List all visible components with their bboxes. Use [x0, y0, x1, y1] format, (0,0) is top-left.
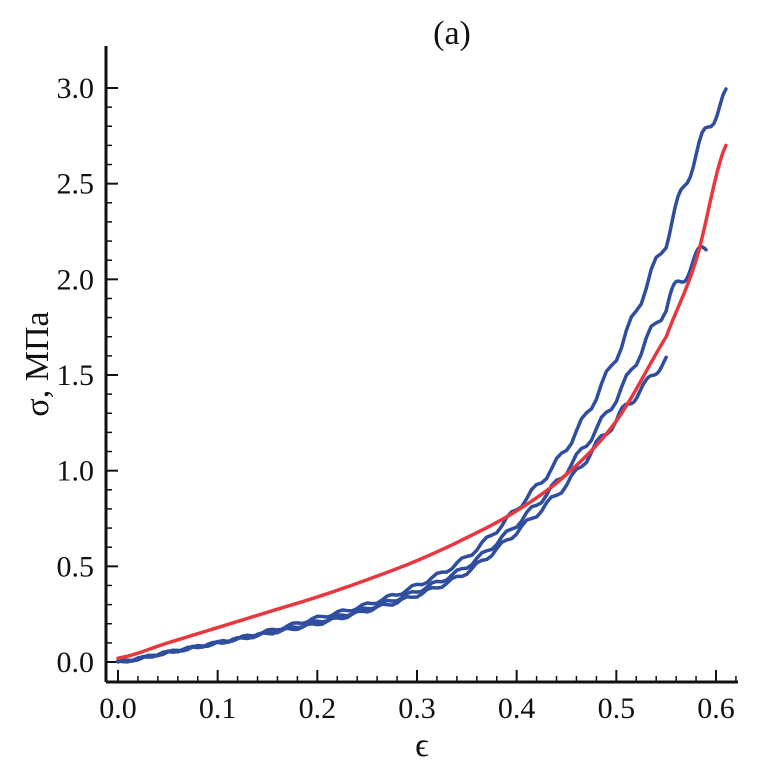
panel-label: (a): [433, 15, 471, 52]
series-layer: [116, 87, 728, 664]
y-axis-title: σ, МПа: [19, 311, 56, 416]
x-tick-label: 0.2: [299, 692, 337, 725]
y-tick-label: 2.5: [57, 168, 95, 201]
experimental-series-line-3: [116, 355, 668, 664]
x-tick-label: 0.5: [598, 692, 636, 725]
labels-layer: 0.0 0.1 0.2 0.3 0.4 0.5 0.6 0.0 0.5 1.0 1.5 2.0 2.5 3…: [19, 15, 735, 764]
y-tick-label: 2.0: [57, 263, 95, 296]
y-tick-label: 1.5: [57, 359, 95, 392]
model-fit-line: [116, 143, 728, 660]
axes-layer: [104, 46, 738, 684]
x-tick-label: 0.0: [99, 692, 137, 725]
x-tick-label: 0.6: [697, 692, 735, 725]
x-axis-title: ϵ: [415, 727, 429, 764]
experimental-series-line-2: [116, 244, 708, 663]
y-tick-label: 0.0: [57, 646, 95, 679]
y-tick-label: 0.5: [57, 550, 95, 583]
y-tick-label: 1.0: [57, 455, 95, 488]
x-tick-label: 0.1: [199, 692, 237, 725]
y-tick-label: 3.0: [57, 72, 95, 105]
x-tick-label: 0.4: [498, 692, 536, 725]
x-tick-label: 0.3: [398, 692, 436, 725]
experimental-series-line-1: [116, 87, 728, 664]
